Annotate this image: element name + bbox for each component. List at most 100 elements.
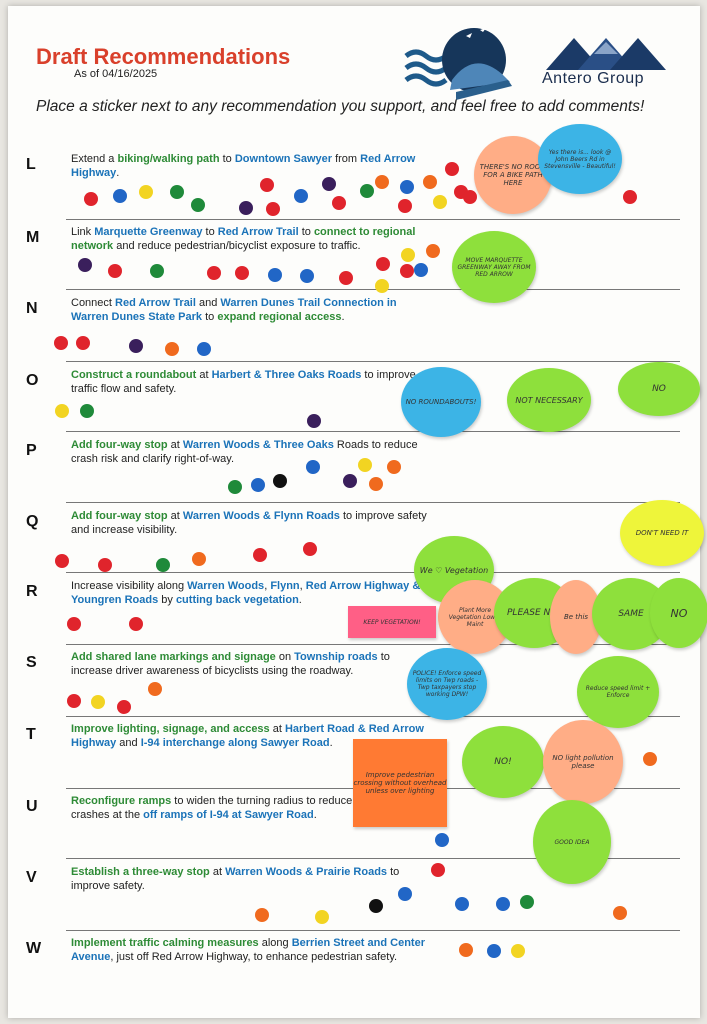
speech-bubble-comment: GOOD IDEA <box>533 800 611 884</box>
comment-text: Plant More Vegetation Lower Maint <box>448 606 502 628</box>
divider-line <box>66 289 680 290</box>
vote-sticker-yellow <box>139 185 153 199</box>
antero-group-label: Antero Group <box>542 70 645 87</box>
text-segment: Red Arrow Trail <box>217 226 299 238</box>
text-segment: by <box>158 594 176 606</box>
instructions: Place a sticker next to any recommendati… <box>36 98 645 115</box>
vote-sticker-red <box>303 542 317 556</box>
vote-sticker-blue <box>294 189 308 203</box>
vote-sticker-orange <box>459 943 473 957</box>
text-segment: Establish a three-way stop <box>71 866 210 878</box>
vote-sticker-green <box>191 198 205 212</box>
vote-sticker-blue <box>496 897 510 911</box>
vote-sticker-red <box>253 548 267 562</box>
comment-text: PLEASE NO! <box>507 608 561 618</box>
vote-sticker-black <box>273 474 287 488</box>
row-letter: L <box>26 156 36 173</box>
vote-sticker-purple <box>129 339 143 353</box>
text-segment: at <box>167 510 183 522</box>
vote-sticker-red <box>108 264 122 278</box>
vote-sticker-red <box>235 266 249 280</box>
vote-sticker-purple <box>239 201 253 215</box>
text-segment: Red Arrow Trail <box>115 297 196 309</box>
vote-sticker-yellow <box>511 944 525 958</box>
recommendation-text: Add four-way stop at Warren Woods & Thre… <box>71 438 431 466</box>
recommendation-text: Implement traffic calming measures along… <box>71 936 431 964</box>
vote-sticker-green <box>520 895 534 909</box>
vote-sticker-orange <box>613 906 627 920</box>
recommendation-text: Improve lighting, signage, and access at… <box>71 722 431 750</box>
comment-text: We ♡ Vegetation <box>419 565 489 575</box>
vote-sticker-red <box>332 196 346 210</box>
vote-sticker-red <box>55 554 69 568</box>
row-letter: V <box>26 869 37 886</box>
text-segment: . <box>298 594 302 606</box>
text-segment: at <box>167 439 183 451</box>
vote-sticker-red <box>623 190 637 204</box>
row-letter: U <box>26 798 38 815</box>
text-segment: from <box>332 153 361 165</box>
antero-group-logo <box>546 38 666 70</box>
vote-sticker-orange <box>369 477 383 491</box>
vote-sticker-yellow <box>315 910 329 924</box>
vote-sticker-red <box>339 271 353 285</box>
vote-sticker-green <box>170 185 184 199</box>
comment-text: NO <box>652 384 666 394</box>
vote-sticker-blue <box>306 460 320 474</box>
vote-sticker-blue <box>268 268 282 282</box>
text-segment: Link <box>71 226 95 238</box>
vote-sticker-blue <box>414 263 428 277</box>
text-segment: to <box>202 226 218 238</box>
speech-bubble-comment: Reduce speed limit + Enforce <box>577 656 659 728</box>
vote-sticker-blue <box>398 887 412 901</box>
row-letter: R <box>26 583 38 600</box>
page-title: Draft Recommendations <box>36 44 291 69</box>
vote-sticker-blue <box>300 269 314 283</box>
vote-sticker-yellow <box>401 248 415 262</box>
vote-sticker-red <box>266 202 280 216</box>
speech-bubble-comment: Plant More Vegetation Lower Maint <box>438 580 512 654</box>
text-segment: Extend a <box>71 153 118 165</box>
vote-sticker-blue <box>487 944 501 958</box>
recommendation-text: Increase visibility along Warren Woods, … <box>71 579 431 607</box>
comment-text: NO ROUNDABOUTS! <box>405 398 477 406</box>
text-segment: at <box>269 723 285 735</box>
as-of-date: As of 04/16/2025 <box>74 68 158 80</box>
vote-sticker-blue <box>251 478 265 492</box>
sticky-note-comment: Improve pedestrian crossing without over… <box>353 739 447 827</box>
divider-line <box>66 572 680 573</box>
vote-sticker-blue <box>113 189 127 203</box>
vote-sticker-green <box>80 404 94 418</box>
vote-sticker-yellow <box>433 195 447 209</box>
text-segment: Warren Woods & Flynn Roads <box>182 510 340 522</box>
text-segment: Add four-way stop <box>71 439 168 451</box>
vote-sticker-orange <box>148 682 162 696</box>
comment-text: NO light pollution please <box>552 754 614 770</box>
vote-sticker-red <box>129 617 143 631</box>
vote-sticker-red <box>67 617 81 631</box>
text-segment: and <box>116 737 141 749</box>
vote-sticker-red <box>260 178 274 192</box>
text-segment: Implement traffic calming measures <box>71 937 259 949</box>
comment-text: NOT NECESSARY <box>515 395 583 405</box>
vote-sticker-purple <box>78 258 92 272</box>
text-segment: Connect <box>71 297 116 309</box>
vote-sticker-purple <box>343 474 357 488</box>
speech-bubble-comment: NO light pollution please <box>543 720 623 804</box>
divider-line <box>66 930 680 931</box>
comment-text: MOVE MARQUETTE GREENWAY AWAY FROM RED AR… <box>457 256 531 278</box>
divider-line <box>66 219 680 220</box>
recommendation-text: Connect Red Arrow Trail and Warren Dunes… <box>71 296 431 324</box>
recommendation-text: Add four-way stop at Warren Woods & Flyn… <box>71 509 431 537</box>
text-segment: Warren Woods & Prairie Roads <box>225 866 388 878</box>
text-segment: Warren Woods & Three Oaks <box>182 439 334 451</box>
text-segment: and reduce pedestrian/bicyclist exposure… <box>113 240 361 252</box>
text-segment: Flynn <box>270 580 300 592</box>
comment-text: Be this <box>563 613 589 621</box>
vote-sticker-purple <box>322 177 336 191</box>
text-segment: to <box>202 311 218 323</box>
comment-text: NO! <box>494 757 512 767</box>
text-segment: Construct a roundabout <box>71 369 197 381</box>
text-segment: to improve safety. <box>71 866 400 892</box>
comment-text: NO <box>670 606 688 620</box>
